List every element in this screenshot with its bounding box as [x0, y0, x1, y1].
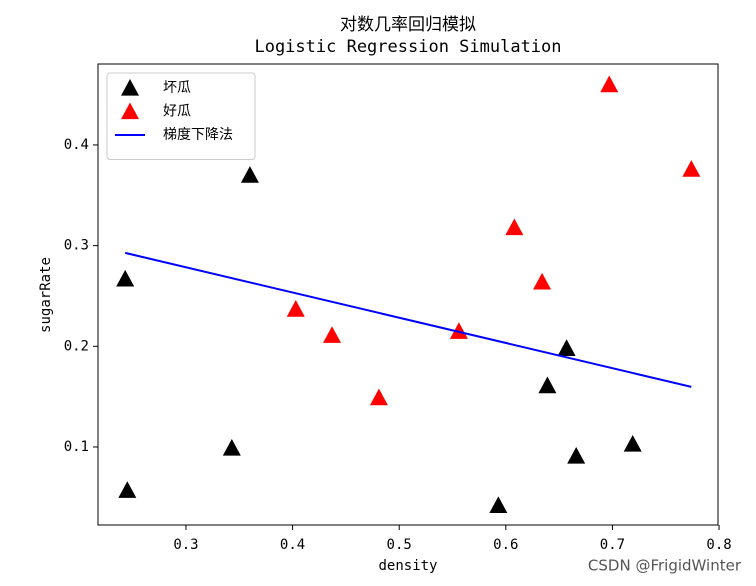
x-tick-label: 0.8: [706, 537, 731, 553]
point: [489, 496, 508, 514]
legend-label: 梯度下降法: [163, 127, 233, 143]
point: [533, 272, 552, 290]
point: [222, 438, 241, 456]
point: [449, 322, 468, 339]
legend-label: 好瓜: [163, 104, 191, 120]
point: [682, 160, 701, 177]
point: [323, 326, 342, 343]
point: [116, 269, 135, 287]
point: [286, 300, 305, 317]
point: [538, 376, 557, 394]
y-tick-label: 0.1: [64, 439, 89, 455]
point: [118, 481, 137, 498]
chart-subtitle: Logistic Regression Simulation: [254, 37, 561, 57]
legend-marker: [121, 79, 139, 96]
legend-box: [106, 72, 256, 160]
point: [623, 434, 642, 452]
watermark: CSDN @FrigidWinter: [588, 557, 742, 575]
point: [505, 218, 524, 236]
point: [600, 75, 619, 93]
y-tick-label: 0.3: [64, 238, 89, 254]
y-axis-label: sugarRate: [38, 257, 54, 333]
point: [240, 166, 259, 183]
point: [557, 339, 576, 356]
x-axis-label: density: [378, 558, 437, 574]
point: [369, 388, 388, 406]
plot-frame: [97, 63, 719, 526]
y-tick-label: 0.2: [64, 338, 89, 354]
x-tick-label: 0.4: [280, 537, 305, 553]
x-tick-label: 0.6: [493, 537, 518, 553]
y-tick-label: 0.4: [64, 137, 89, 153]
x-tick-label: 0.7: [600, 537, 625, 553]
x-tick-label: 0.3: [173, 537, 198, 553]
line: [124, 251, 692, 388]
legend-label: 坏瓜: [163, 80, 191, 96]
point: [567, 447, 586, 464]
x-tick-label: 0.5: [387, 537, 412, 553]
legend-marker: [121, 102, 139, 120]
chart-title: 对数几率回归模拟: [340, 15, 476, 35]
